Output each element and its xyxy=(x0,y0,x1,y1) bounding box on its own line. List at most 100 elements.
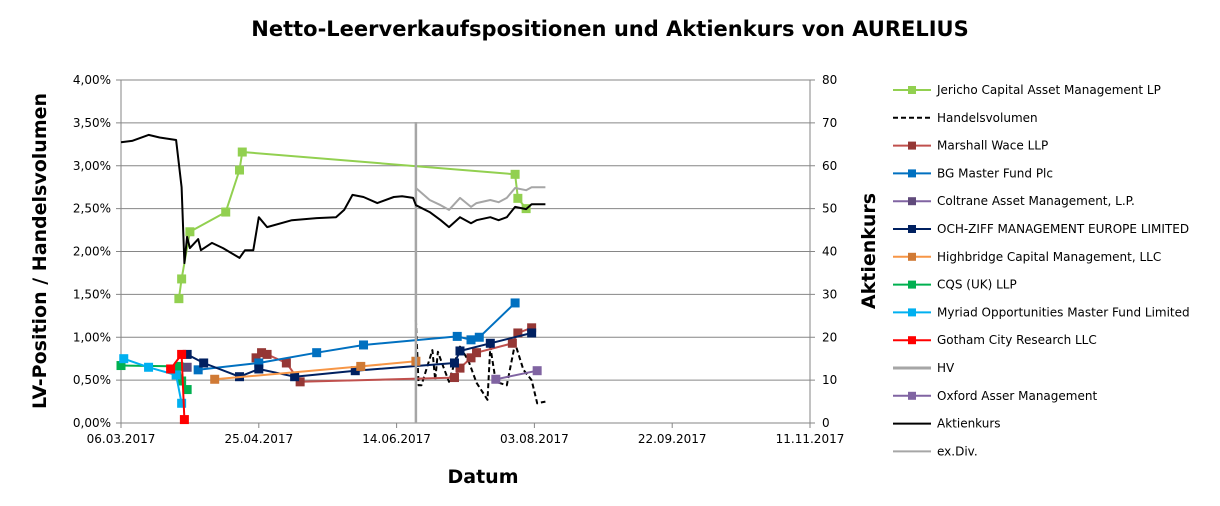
data-point xyxy=(119,354,129,364)
legend-label: Oxford Asser Management xyxy=(937,389,1097,403)
data-point xyxy=(356,361,366,371)
y2-tick-label: 20 xyxy=(822,330,837,344)
data-point xyxy=(455,363,465,373)
series-line xyxy=(186,332,532,378)
legend-label: ex.Div. xyxy=(937,444,978,458)
series-line xyxy=(123,357,183,404)
data-point xyxy=(452,331,462,341)
data-point xyxy=(171,370,181,380)
series-bg-master-fund-plc xyxy=(193,298,520,375)
legend-marker xyxy=(908,141,916,150)
legend-label: Myriad Opportunities Master Fund Limited xyxy=(937,305,1190,319)
x-tick-label: 14.06.2017 xyxy=(362,432,431,446)
legend-label: CQS (UK) LLP xyxy=(937,278,1017,292)
y2-tick-label: 60 xyxy=(822,159,837,173)
x-tick-label: 03.08.2017 xyxy=(500,432,569,446)
data-point xyxy=(193,365,203,375)
data-point xyxy=(177,274,187,284)
data-point xyxy=(491,374,501,384)
data-point xyxy=(527,328,537,338)
data-point xyxy=(449,373,459,383)
legend-label: Highbridge Capital Management, LLC xyxy=(937,250,1161,264)
series-gotham-city-research-llc xyxy=(166,349,189,425)
data-point xyxy=(182,385,192,395)
data-point xyxy=(513,328,523,338)
y-tick-label: 1,00% xyxy=(73,330,111,344)
data-point xyxy=(513,193,523,203)
legend-label: OCH-ZIFF MANAGEMENT EUROPE LIMITED xyxy=(937,222,1189,236)
data-point xyxy=(262,349,272,359)
data-point xyxy=(510,298,520,308)
data-point xyxy=(182,362,192,372)
legend-marker xyxy=(908,169,916,178)
data-point xyxy=(466,353,476,363)
x-axis-title: Datum xyxy=(448,466,519,488)
y2-axis-title: Aktienkurs xyxy=(858,193,880,309)
legend: Jericho Capital Asset Management LP Hande… xyxy=(893,83,1190,458)
series-och-ziff-management-europe-limited xyxy=(182,328,537,382)
data-point xyxy=(174,294,184,304)
data-point xyxy=(254,364,264,374)
series-oxford-asser-management xyxy=(491,366,542,384)
data-point xyxy=(210,374,220,384)
y2-tick-label: 10 xyxy=(822,373,837,387)
data-point xyxy=(166,364,176,374)
series-aktienkurs xyxy=(120,133,546,265)
data-point xyxy=(177,398,187,408)
data-point xyxy=(235,165,245,175)
series-line xyxy=(177,151,527,299)
legend-label: Aktienkurs xyxy=(937,417,1001,431)
data-point xyxy=(144,362,154,372)
y2-tick-label: 30 xyxy=(822,287,837,301)
y-tick-label: 4,00% xyxy=(73,73,111,87)
data-point xyxy=(350,366,360,376)
legend-marker xyxy=(908,336,916,345)
data-point xyxy=(251,353,261,363)
data-point xyxy=(359,340,369,350)
data-point xyxy=(312,348,322,358)
y2-tick-label: 50 xyxy=(822,202,837,216)
legend-label: BG Master Fund Plc xyxy=(937,166,1053,180)
data-point xyxy=(295,377,305,387)
data-point xyxy=(485,338,495,348)
y-tick-label: 0,50% xyxy=(73,373,111,387)
series-line xyxy=(495,369,538,381)
y2-tick-label: 80 xyxy=(822,73,837,87)
data-point xyxy=(455,346,465,356)
data-point xyxy=(174,361,184,371)
data-point xyxy=(199,358,209,368)
y-tick-label: 0,00% xyxy=(73,416,111,430)
legend-marker xyxy=(908,308,916,317)
gridlines xyxy=(121,79,810,381)
legend-label: Handelsvolumen xyxy=(937,111,1038,125)
series-line xyxy=(415,186,546,211)
data-point xyxy=(507,338,517,348)
data-point xyxy=(527,323,537,333)
data-point xyxy=(449,358,459,368)
series-line xyxy=(120,133,546,265)
series-line xyxy=(414,320,546,405)
series-coltrane-asset-management-l-p xyxy=(182,362,192,372)
legend-marker xyxy=(908,280,916,289)
legend-marker xyxy=(908,86,916,94)
data-point xyxy=(179,415,189,425)
series-handelsvolumen xyxy=(414,320,546,405)
y-tick-label: 3,00% xyxy=(73,159,111,173)
y-axis-title: LV-Position / Handelsvolumen xyxy=(29,93,51,409)
series-myriad-opportunities-master-fund-limited xyxy=(119,354,187,408)
legend-marker xyxy=(908,391,916,400)
legend-label: Jericho Capital Asset Management LP xyxy=(936,83,1161,97)
data-point xyxy=(281,358,291,368)
series-ex-div xyxy=(415,186,546,211)
plot-area xyxy=(116,122,546,425)
legend-marker xyxy=(908,197,916,206)
legend-label: Coltrane Asset Management, L.P. xyxy=(937,194,1135,208)
data-point xyxy=(237,147,247,157)
data-point xyxy=(466,335,476,345)
legend-label: Marshall Wace LLP xyxy=(937,139,1048,153)
y-tick-label: 3,50% xyxy=(73,116,111,130)
data-point xyxy=(221,207,231,217)
y-tick-label: 2,50% xyxy=(73,202,111,216)
data-point xyxy=(257,348,267,358)
series-jericho-capital-asset-management-lp xyxy=(174,147,531,304)
